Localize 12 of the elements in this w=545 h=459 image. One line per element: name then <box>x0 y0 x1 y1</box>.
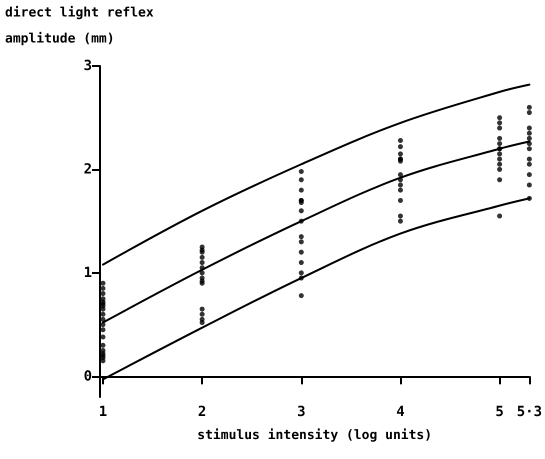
y-tick-label: 3 <box>84 58 92 74</box>
x-tick-label: 5·3 <box>516 404 542 420</box>
x-tick-label: 2 <box>198 404 206 420</box>
x-tick-label: 4 <box>396 404 405 420</box>
x-tick-label: 3 <box>297 404 306 420</box>
y-tick-label: 0 <box>84 368 92 384</box>
x-axis-title: stimulus intensity (log units) <box>197 428 432 443</box>
y-tick-label: 2 <box>84 161 92 178</box>
x-tick-label: 1 <box>98 404 108 420</box>
x-tick-label: 5 <box>495 404 504 420</box>
y-tick-label: 1 <box>84 264 92 281</box>
y-axis-title: direct light reflex amplitude (mm) <box>5 6 154 46</box>
